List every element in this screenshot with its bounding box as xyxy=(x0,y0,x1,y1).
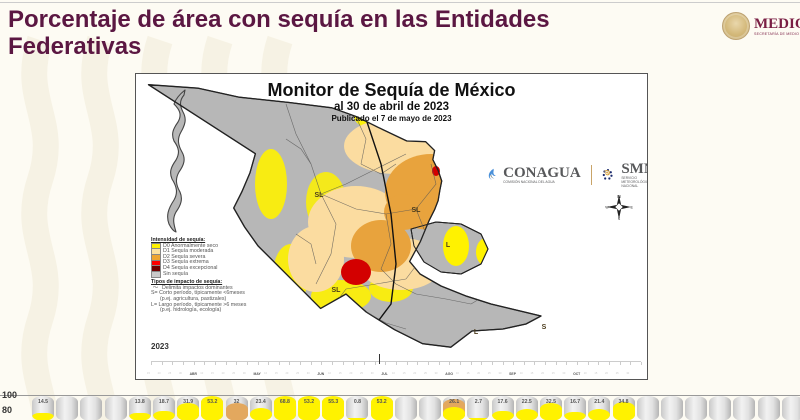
svg-text:L: L xyxy=(446,242,451,249)
svg-text:SL: SL xyxy=(332,287,342,294)
svg-text:SL: SL xyxy=(412,207,422,214)
svg-text:S: S xyxy=(542,324,547,331)
svg-text:L: L xyxy=(474,329,479,336)
svg-text:SL: SL xyxy=(315,192,325,199)
